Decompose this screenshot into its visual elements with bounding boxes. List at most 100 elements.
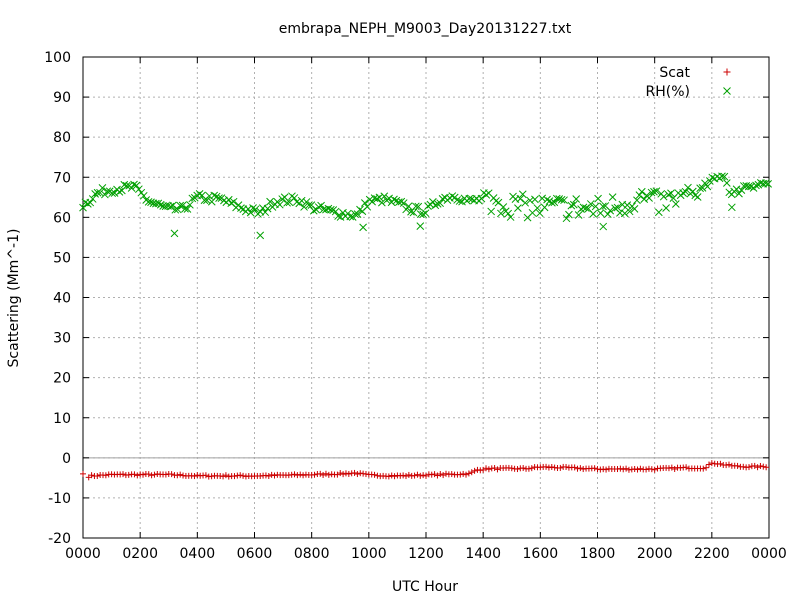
rh-point: [633, 196, 641, 205]
x-axis-ticks: 0000 0200 0400 0600 0800 1000 1200 1400 1600 1800…: [65, 57, 787, 562]
rh-point: [747, 182, 755, 191]
rh-point: [91, 190, 100, 198]
rh-point: [465, 194, 474, 203]
rh-point: [399, 199, 408, 207]
rh-point: [531, 195, 539, 204]
rh-point: [640, 195, 649, 203]
rh-point: [139, 191, 148, 200]
rh-point: [359, 223, 367, 232]
x-tick-label: 0800: [294, 546, 330, 562]
rh-point: [416, 210, 425, 218]
rh-point: [599, 222, 608, 231]
rh-point: [229, 197, 238, 206]
rh-point: [220, 196, 228, 205]
rh-point: [455, 197, 464, 205]
rh-point: [701, 179, 709, 188]
rh-point: [127, 184, 136, 192]
rh-point: [256, 231, 265, 240]
rh-point: [494, 198, 503, 207]
y-tick-label: 90: [53, 90, 71, 106]
rh-point: [744, 182, 753, 191]
rh-point: [307, 201, 316, 209]
rh-point: [718, 172, 726, 181]
rh-point: [356, 205, 364, 214]
rh-point: [411, 202, 420, 211]
rh-point: [147, 198, 155, 207]
rh-point: [579, 203, 588, 212]
rh-point: [419, 210, 427, 219]
rh-point: [691, 191, 700, 200]
x-tick-label: 0200: [122, 546, 158, 562]
series-scat-points: [80, 460, 770, 481]
series-rh-points: [79, 172, 772, 240]
rh-point: [545, 197, 554, 205]
rh-point: [370, 194, 379, 203]
rh-point: [373, 195, 381, 203]
rh-point: [334, 212, 342, 220]
x-tick-label: 1000: [351, 546, 387, 562]
rh-point: [166, 202, 175, 211]
rh-point: [458, 197, 466, 206]
rh-point: [324, 204, 333, 213]
rh-point: [237, 204, 245, 212]
x-tick-label: 0000: [65, 546, 101, 562]
rh-point: [504, 209, 513, 218]
rh-point: [152, 199, 160, 208]
rh-point: [368, 197, 376, 206]
rh-point: [436, 199, 445, 208]
rh-point: [543, 195, 551, 204]
rh-point: [135, 185, 143, 194]
rh-point: [764, 180, 772, 188]
rh-point: [251, 205, 260, 214]
rh-point: [574, 211, 583, 219]
rh-point: [735, 189, 743, 198]
rh-point: [560, 196, 568, 205]
rh-point: [164, 202, 172, 210]
rh-point: [727, 203, 736, 212]
rh-point: [565, 210, 573, 219]
rh-point: [292, 198, 301, 206]
rh-point: [181, 204, 189, 213]
y-axis-ticks: -20 -10 0 10 20 30 40 50 60 70 80 90 100: [44, 50, 769, 547]
y-tick-label: 50: [53, 250, 71, 266]
rh-point: [319, 205, 328, 214]
x-tick-label: 0400: [180, 546, 216, 562]
rh-point: [183, 205, 192, 213]
rh-point: [115, 188, 124, 196]
rh-point: [110, 189, 119, 197]
rh-point: [453, 196, 462, 204]
rh-point: [667, 189, 675, 198]
rh-point: [567, 201, 576, 210]
rh-point: [654, 208, 663, 217]
rh-point: [353, 210, 362, 218]
rh-point: [586, 200, 595, 208]
rh-point: [720, 172, 729, 181]
rh-point: [188, 194, 197, 203]
rh-point: [438, 195, 447, 203]
rh-point: [331, 207, 340, 216]
rh-point: [132, 181, 141, 190]
rh-point: [402, 205, 410, 214]
x-axis-label: UTC Hour: [392, 579, 458, 595]
rh-point: [176, 201, 185, 210]
rh-point: [280, 193, 289, 202]
rh-point: [492, 197, 500, 205]
y-tick-label: 0: [62, 451, 71, 467]
rh-point: [613, 203, 622, 212]
y-tick-label: 40: [53, 291, 71, 307]
rh-point: [516, 194, 525, 203]
rh-point: [385, 194, 393, 203]
chart-title: embrapa_NEPH_M9003_Day20131227.txt: [279, 21, 572, 37]
rh-point: [688, 187, 697, 196]
y-tick-label: 30: [53, 331, 71, 347]
rh-point: [431, 201, 440, 210]
rh-point: [173, 205, 182, 214]
rh-point: [589, 210, 598, 218]
rh-point: [360, 199, 369, 207]
rh-point: [169, 201, 177, 210]
rh-point: [572, 195, 581, 203]
rh-point: [224, 195, 233, 204]
rh-point: [261, 208, 270, 217]
rh-point: [429, 198, 437, 206]
rh-point: [584, 204, 593, 213]
